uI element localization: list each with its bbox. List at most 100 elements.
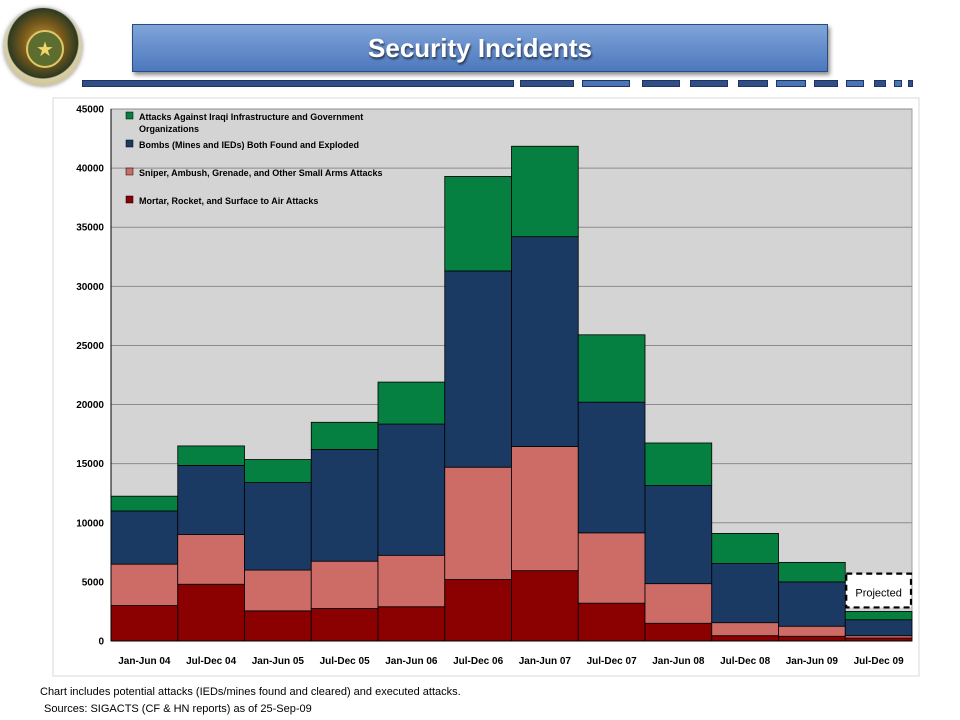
bar-segment — [377, 423, 446, 556]
bar-segment — [444, 466, 512, 580]
x-tick-label: Jan-Jun 06 — [385, 656, 438, 667]
bar-segment — [778, 635, 846, 642]
projected-label: Projected — [855, 588, 901, 600]
bar-segment — [644, 583, 713, 624]
stripe-segment — [908, 80, 913, 87]
bar-segment — [310, 560, 379, 609]
bar-segment — [310, 608, 379, 642]
y-tick-label: 20000 — [76, 400, 104, 411]
bar-segment — [444, 579, 512, 642]
y-tick-label: 15000 — [76, 459, 104, 470]
bar-segment — [778, 625, 846, 637]
bar-segment — [577, 334, 646, 403]
stripe-segment — [894, 80, 902, 87]
bar-segment — [310, 449, 379, 562]
bar-segment — [444, 270, 512, 468]
stripe-segment — [690, 80, 728, 87]
stripe-segment — [82, 80, 514, 87]
page-title: Security Incidents — [368, 32, 592, 63]
stripe-segment — [520, 80, 574, 87]
bar-segment — [444, 175, 512, 272]
bar-segment — [177, 583, 245, 642]
legend-label: Bombs (Mines and IEDs) Both Found and Ex… — [139, 140, 359, 150]
projected-box — [845, 572, 913, 609]
y-tick-label: 25000 — [76, 341, 104, 352]
stripe-segment — [582, 80, 630, 87]
chart-area: 0 5000 10000 15000 20000 25000 30000 35000 40000… — [0, 95, 960, 680]
legend-label: Sniper, Ambush, Grenade, and Other Small… — [139, 168, 383, 178]
bar-segment — [844, 611, 913, 621]
bar-segment — [511, 570, 579, 642]
bar-segment — [177, 445, 245, 466]
stripe-segment — [776, 80, 806, 87]
star-icon: ★ — [36, 37, 54, 61]
seal-emblem: ★ — [26, 30, 64, 68]
bar-segment — [511, 145, 579, 238]
legend-swatch — [125, 195, 134, 204]
legend-swatch — [125, 111, 134, 120]
legend-label: Organizations — [139, 124, 199, 134]
y-tick-label: 0 — [98, 637, 104, 648]
bar-segment — [844, 619, 913, 637]
stripe-segment — [738, 80, 768, 87]
y-tick-label: 30000 — [76, 282, 104, 293]
bar-segment — [711, 533, 779, 564]
bar-segment — [511, 236, 579, 447]
bar-segment — [244, 610, 312, 642]
bar-segment — [177, 465, 245, 536]
footnote-chart-note: Chart includes potential attacks (IEDs/m… — [40, 686, 461, 698]
legend-label: Mortar, Rocket, and Surface to Air Attac… — [139, 196, 318, 206]
y-tick-label: 45000 — [76, 105, 104, 116]
y-tick-label: 35000 — [76, 223, 104, 234]
bar-segment — [310, 421, 379, 450]
x-tick-label: Jan-Jun 09 — [786, 656, 839, 667]
footnote-sources: Sources: SIGACTS (CF & HN reports) as of… — [44, 703, 312, 715]
legend-label: Attacks Against Iraqi Infrastructure and… — [139, 112, 363, 122]
bar-segment — [577, 532, 646, 604]
bar-segment — [644, 485, 713, 585]
bar-segment — [110, 605, 179, 642]
x-tick-label: Jul-Dec 08 — [720, 656, 770, 667]
bar-segment — [711, 635, 779, 642]
x-tick-label: Jan-Jun 08 — [652, 656, 705, 667]
x-tick-label: Jan-Jun 04 — [118, 656, 171, 667]
bar-segment — [711, 622, 779, 637]
x-tick-label: Jan-Jun 07 — [519, 656, 572, 667]
x-tick-label: Jul-Dec 04 — [186, 656, 236, 667]
bar-segment — [711, 563, 779, 624]
bar-segment — [644, 442, 713, 486]
bar-segment — [110, 510, 179, 565]
stripe-segment — [874, 80, 886, 87]
multi-national-force-iraq-seal: ★ — [4, 8, 82, 86]
legend-swatch — [125, 139, 134, 148]
bar-segment — [644, 622, 713, 642]
bar-segment — [577, 401, 646, 534]
x-tick-label: Jul-Dec 05 — [320, 656, 370, 667]
bar-segment — [511, 446, 579, 572]
bar-segment — [110, 563, 179, 606]
x-tick-label: Jul-Dec 06 — [453, 656, 503, 667]
y-tick-label: 10000 — [76, 518, 104, 529]
bar-segment — [177, 534, 245, 585]
bar-segment — [778, 581, 846, 627]
bar-segment — [377, 606, 446, 642]
bar-segment — [377, 554, 446, 608]
y-tick-label: 5000 — [82, 577, 105, 588]
x-tick-label: Jul-Dec 09 — [854, 656, 904, 667]
stripe-segment — [642, 80, 680, 87]
x-tick-label: Jul-Dec 07 — [587, 656, 637, 667]
stripe-segment — [846, 80, 864, 87]
bar-segment — [244, 482, 312, 571]
bar-segment — [577, 602, 646, 642]
bar-segment — [244, 569, 312, 612]
bar-segment — [778, 561, 846, 583]
x-tick-label: Jan-Jun 05 — [252, 656, 305, 667]
stripe-segment — [814, 80, 838, 87]
bar-segment — [110, 495, 179, 512]
security-incidents-chart: 0 5000 10000 15000 20000 25000 30000 35000 40000… — [52, 97, 920, 677]
legend-swatch — [125, 167, 134, 176]
bar-segment — [377, 381, 446, 425]
bar-segment — [244, 459, 312, 483]
title-banner: Security Incidents — [132, 24, 828, 72]
y-tick-label: 40000 — [76, 164, 104, 175]
